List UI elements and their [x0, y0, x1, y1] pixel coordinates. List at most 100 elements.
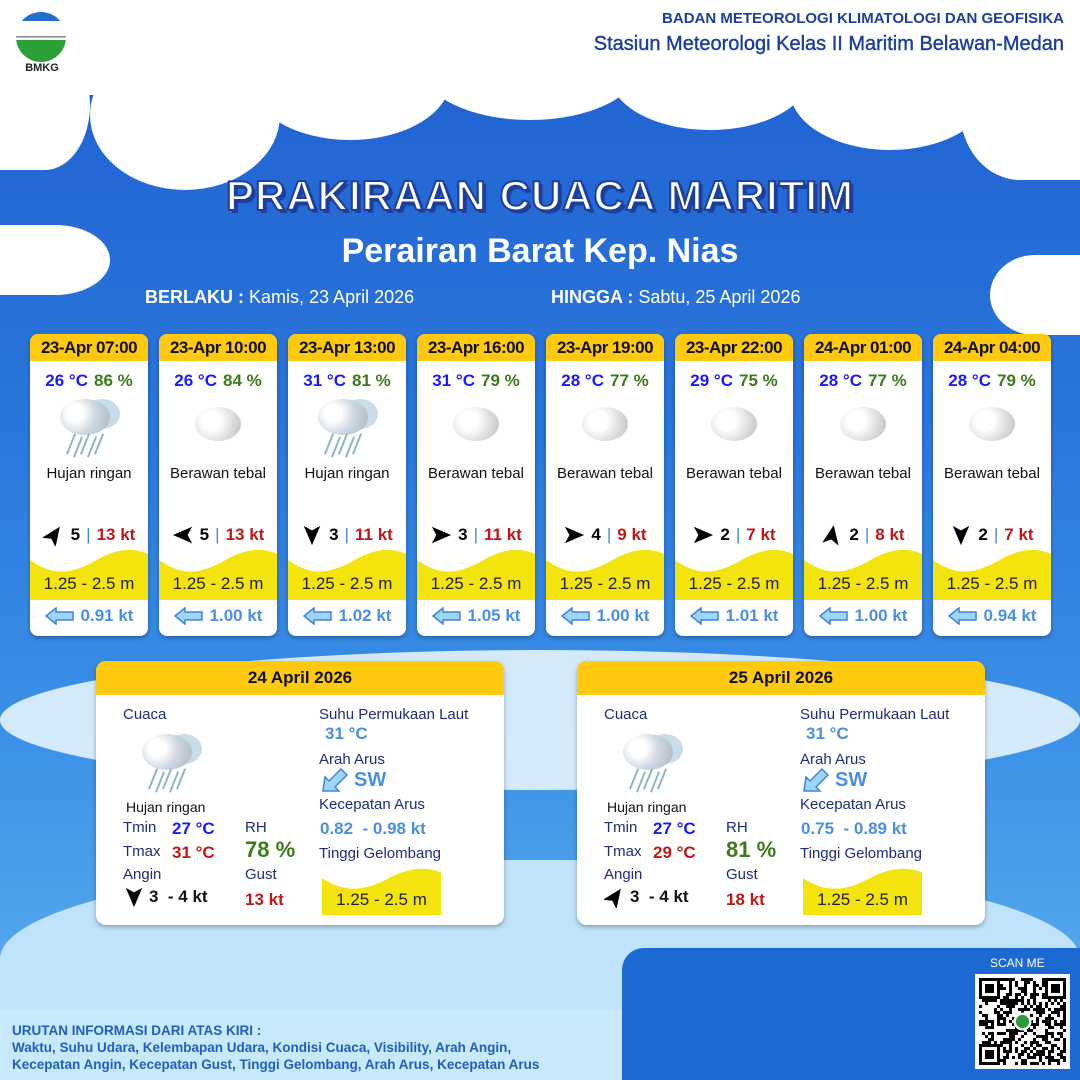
bmkg-logo: BMKG	[16, 12, 68, 74]
current-speed-label: Kecepatan Arus	[800, 796, 906, 813]
current-direction-icon	[947, 607, 977, 625]
wind-direction-icon	[604, 888, 621, 908]
weather-condition: Berawan tebal	[815, 465, 911, 482]
light-rain-icon	[54, 395, 124, 459]
light-rain-icon	[312, 395, 382, 459]
wind-range: 3 - 4 kt	[123, 886, 208, 908]
tmin-value: 27 °C	[172, 819, 215, 838]
panel-date: 25 April 2026	[577, 661, 985, 695]
wave-height: 1.25 - 2.5 m	[159, 548, 277, 600]
gust-speed: 13 kt	[225, 525, 265, 544]
forecast-card: 24-Apr 04:00 28 °C 79 % Berawan tebal 2 | 7…	[933, 334, 1051, 636]
current-speed: 1.02 kt	[338, 606, 392, 625]
current-direction-icon	[302, 607, 332, 625]
cloud-decoration	[250, 20, 450, 140]
divider: |	[606, 525, 612, 544]
sst-value: 31 °C	[806, 724, 849, 743]
cloud-decoration	[0, 225, 110, 295]
cloud-shape	[453, 407, 499, 441]
gust-label: Gust	[726, 866, 758, 883]
overcast-cloud-icon	[183, 395, 253, 459]
weather-condition: Berawan tebal	[428, 465, 524, 482]
wind-value: 3 - 4 kt	[149, 887, 208, 906]
divider: |	[735, 525, 741, 544]
forecast-card: 23-Apr 22:00 29 °C 75 % Berawan tebal 2 | 7…	[675, 334, 793, 636]
wind-label: Angin	[123, 866, 162, 883]
gust-speed: 11 kt	[355, 525, 393, 544]
divider: |	[344, 525, 350, 544]
forecast-time: 24-Apr 01:00	[804, 334, 922, 361]
current-direction-icon	[560, 607, 590, 625]
air-temperature: 28 °C	[561, 371, 604, 390]
current-row: 1.00 kt	[804, 606, 922, 626]
current-row: 0.94 kt	[933, 606, 1051, 626]
humidity: 77 %	[609, 371, 649, 390]
wave-height: 1.25 - 2.5 m	[546, 548, 664, 600]
gust-speed: 7 kt	[746, 525, 776, 544]
wind-speed: 2	[978, 525, 988, 544]
wind-row: 2 | 8 kt	[804, 524, 922, 546]
wind-direction-icon	[42, 526, 60, 546]
current-speed-label: Kecepatan Arus	[319, 796, 425, 813]
forecast-card: 23-Apr 13:00 31 °C 81 % Hujan ringan 3 | 11…	[288, 334, 406, 636]
current-direction-value: SW	[354, 769, 387, 791]
qr-code[interactable]	[975, 974, 1070, 1069]
air-temperature: 26 °C	[174, 371, 217, 390]
legend-line: Kecepatan Angin, Kecepatan Gust, Tinggi …	[12, 1057, 540, 1072]
daily-panel: 24 April 2026 Cuaca Hujan ringan Tmin 27…	[96, 661, 504, 925]
wind-speed: 5	[70, 525, 81, 544]
gust-speed: 13 kt	[96, 525, 136, 544]
air-temperature: 26 °C	[45, 371, 88, 390]
current-direction-icon	[689, 607, 719, 625]
gust-speed: 11 kt	[484, 525, 522, 544]
gust-value: 18 kt	[726, 890, 765, 909]
wind-row: 3 | 11 kt	[417, 524, 535, 546]
light-rain-icon	[617, 730, 687, 794]
cloud-decoration	[990, 255, 1080, 335]
air-temperature: 31 °C	[303, 371, 346, 390]
current-speed: 1.00 kt	[854, 606, 908, 625]
humidity: 84 %	[222, 371, 262, 390]
air-temperature: 28 °C	[948, 371, 991, 390]
wind-direction-icon	[431, 526, 452, 544]
panel-date: 24 April 2026	[96, 661, 504, 695]
light-rain-icon	[136, 730, 206, 794]
agency-header: BADAN METEOROLOGI KLIMATOLOGI DAN GEOFIS…	[594, 10, 1065, 56]
wave-label: Tinggi Gelombang	[319, 845, 442, 862]
current-row: 1.01 kt	[675, 606, 793, 626]
rh-value: 78 %	[245, 837, 296, 862]
wind-row: 5 | 13 kt	[159, 524, 277, 546]
tmax-label: Tmax	[604, 843, 642, 860]
wind-speed: 3	[329, 525, 339, 544]
wind-row: 5 | 13 kt	[30, 524, 148, 546]
cloud-shape	[840, 407, 886, 441]
wind-row: 2 | 7 kt	[933, 524, 1051, 546]
current-row: 0.91 kt	[30, 606, 148, 626]
weather-condition: Berawan tebal	[557, 465, 653, 482]
scan-me-label: SCAN ME	[990, 956, 1045, 970]
divider: |	[473, 525, 479, 544]
valid-to-label: HINGGA :	[551, 287, 634, 307]
wind-direction-icon	[125, 887, 143, 908]
wave-height-value: 1.25 - 2.5 m	[559, 574, 651, 593]
valid-from: BERLAKU : Kamis, 23 April 2026	[145, 287, 414, 308]
wave-height-value: 1.25 - 2.5 m	[946, 574, 1038, 593]
wind-label: Angin	[604, 866, 643, 883]
humidity: 75 %	[738, 371, 778, 390]
overcast-cloud-icon	[699, 395, 769, 459]
wave-height-value: 1.25 - 2.5 m	[817, 574, 909, 593]
current-row: 1.00 kt	[159, 606, 277, 626]
weather-condition: Berawan tebal	[686, 465, 782, 482]
logo-text: BMKG	[25, 62, 59, 74]
wind-speed: 4	[591, 525, 601, 544]
divider: |	[993, 525, 999, 544]
current-speed: 1.05 kt	[467, 606, 521, 625]
gust-label: Gust	[245, 866, 277, 883]
cloud-decoration	[610, 20, 810, 130]
cloud-shape	[142, 734, 192, 770]
divider: |	[86, 525, 91, 544]
sst-label: Suhu Permukaan Laut	[319, 706, 469, 723]
overcast-cloud-icon	[570, 395, 640, 459]
forecast-card: 23-Apr 07:00 26 °C 86 % Hujan ringan 5 | 13…	[30, 334, 148, 636]
cloud-shape	[318, 399, 368, 435]
